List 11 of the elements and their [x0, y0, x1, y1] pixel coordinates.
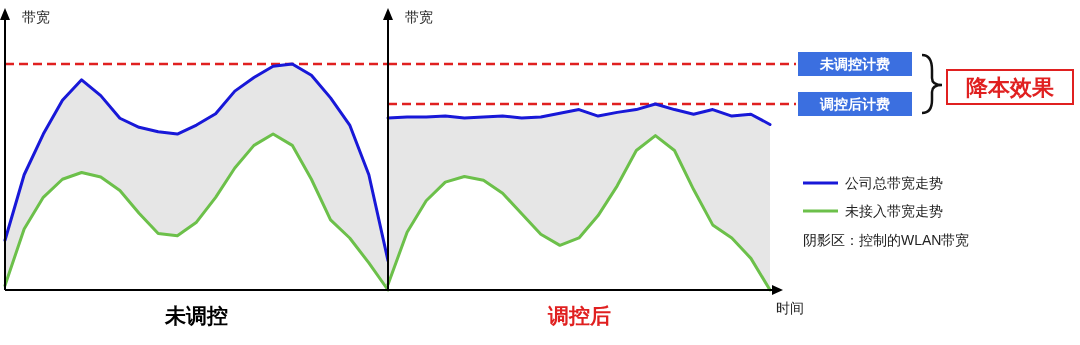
- y-axis-title: 带宽: [22, 9, 50, 25]
- x-axis-title: 未调控: [164, 304, 228, 327]
- text: 降本效果: [966, 75, 1055, 100]
- ref-line-label: 调控后计费: [819, 95, 890, 112]
- text: 阴影区：控制的WLAN带宽: [803, 232, 970, 248]
- text: 时间: [776, 300, 804, 316]
- y-axis-title: 带宽: [405, 9, 433, 25]
- legend-label: 未接入带宽走势: [845, 203, 943, 219]
- ref-line-label: 未调控计费: [819, 56, 890, 72]
- x-axis-title: 调控后: [546, 304, 611, 327]
- legend-label: 公司总带宽走势: [845, 175, 943, 191]
